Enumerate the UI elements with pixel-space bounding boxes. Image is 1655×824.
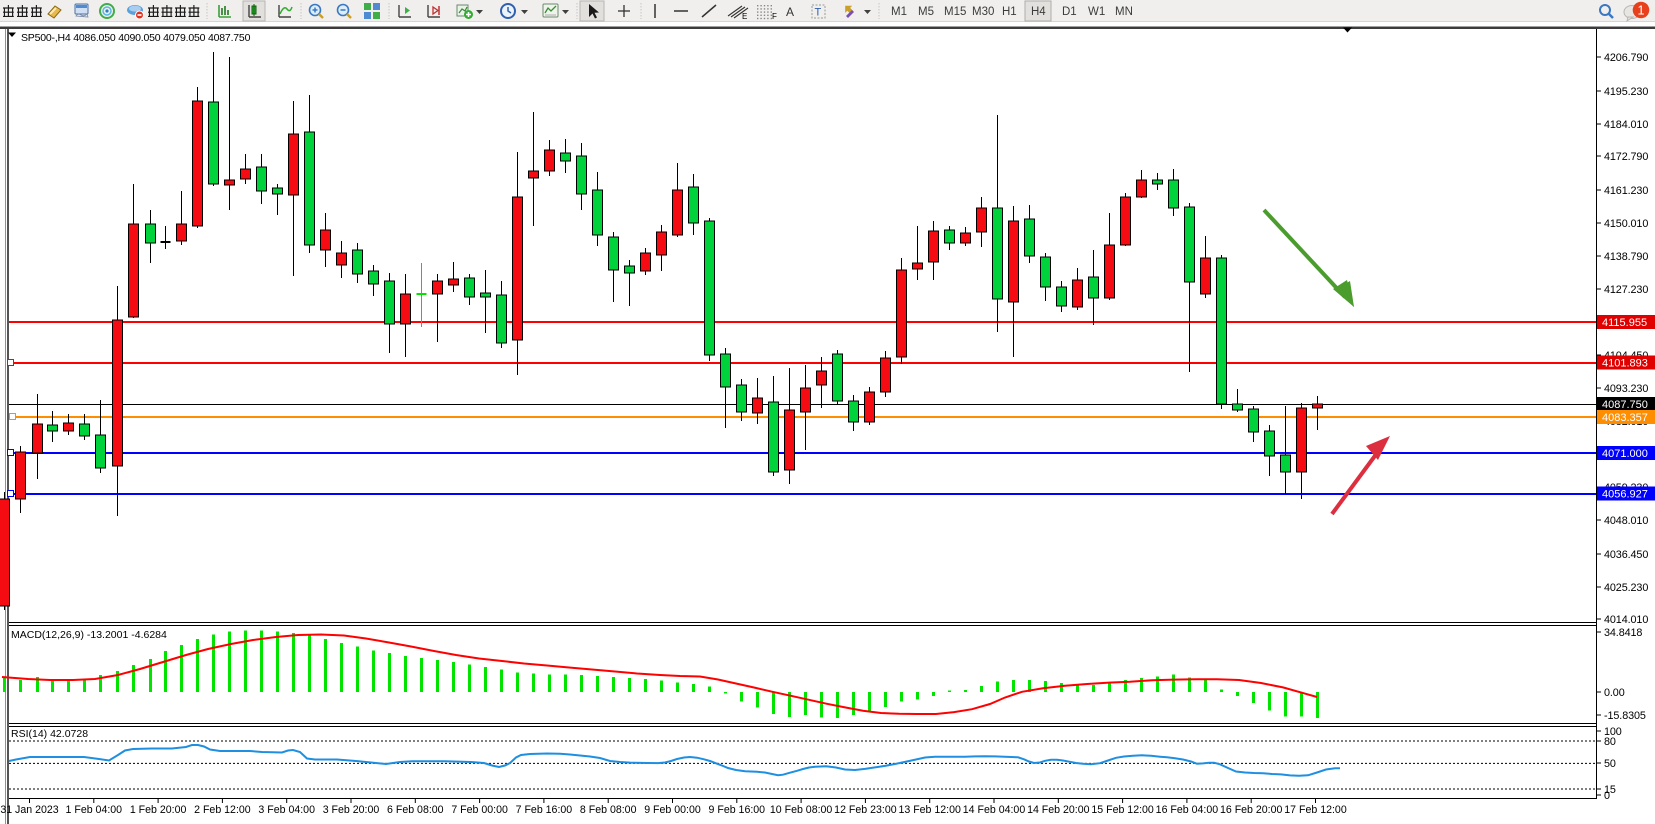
svg-text:12 Feb 23:00: 12 Feb 23:00 [834,804,897,816]
svg-text:4115.955: 4115.955 [1602,317,1647,329]
svg-text:4138.790: 4138.790 [1604,251,1648,263]
svg-text:4048.010: 4048.010 [1604,515,1648,527]
svg-text:2 Feb 12:00: 2 Feb 12:00 [194,804,251,816]
svg-text:RSI(14) 42.0728: RSI(14) 42.0728 [11,728,88,740]
svg-text:4025.230: 4025.230 [1604,582,1648,594]
svg-text:8 Feb 08:00: 8 Feb 08:00 [580,804,637,816]
svg-text:4036.450: 4036.450 [1604,549,1648,561]
svg-text:13 Feb 12:00: 13 Feb 12:00 [898,804,961,816]
svg-text:T: T [815,7,822,19]
svg-text:7 Feb 00:00: 7 Feb 00:00 [451,804,508,816]
svg-text:MN: MN [1115,6,1133,18]
svg-text:15 Feb 12:00: 15 Feb 12:00 [1091,804,1154,816]
svg-text:16 Feb 20:00: 16 Feb 20:00 [1220,804,1283,816]
svg-text:MACD(12,26,9) -13.2001 -4.6284: MACD(12,26,9) -13.2001 -4.6284 [11,629,167,641]
svg-text:4083.357: 4083.357 [1602,412,1648,424]
svg-text:D1: D1 [1062,6,1077,18]
svg-text:4014.010: 4014.010 [1604,614,1648,626]
svg-text:34.8418: 34.8418 [1604,627,1642,639]
svg-text:1 Feb 04:00: 1 Feb 04:00 [66,804,123,816]
svg-text:M1: M1 [891,6,907,18]
svg-text:W1: W1 [1088,6,1105,18]
svg-text:14 Feb 20:00: 14 Feb 20:00 [1027,804,1090,816]
svg-text:-15.8305: -15.8305 [1604,710,1646,722]
svg-text:50: 50 [1604,758,1616,770]
svg-text:9 Feb 16:00: 9 Feb 16:00 [709,804,766,816]
svg-text:4127.230: 4127.230 [1604,284,1648,296]
svg-text:0: 0 [1604,790,1610,802]
svg-text:14 Feb 04:00: 14 Feb 04:00 [963,804,1026,816]
svg-text:3 Feb 20:00: 3 Feb 20:00 [323,804,380,816]
svg-text:H4: H4 [1031,6,1046,18]
svg-text:4150.010: 4150.010 [1604,218,1648,230]
svg-text:4087.750: 4087.750 [1602,399,1648,411]
svg-text:6 Feb 08:00: 6 Feb 08:00 [387,804,444,816]
svg-text:80: 80 [1604,736,1616,748]
svg-text:16 Feb 04:00: 16 Feb 04:00 [1156,804,1219,816]
svg-text:17 Feb 12:00: 17 Feb 12:00 [1284,804,1347,816]
svg-text:M15: M15 [944,6,966,18]
svg-text:7 Feb 16:00: 7 Feb 16:00 [516,804,573,816]
svg-text:4093.230: 4093.230 [1604,383,1648,395]
svg-text:4161.230: 4161.230 [1604,185,1648,197]
svg-text:4184.010: 4184.010 [1604,119,1648,131]
svg-text:1 Feb 20:00: 1 Feb 20:00 [130,804,187,816]
svg-text:M5: M5 [918,6,934,18]
svg-text:100: 100 [1604,726,1622,738]
svg-text:9 Feb 00:00: 9 Feb 00:00 [644,804,701,816]
svg-text:3 Feb 04:00: 3 Feb 04:00 [258,804,315,816]
svg-text:1: 1 [1638,4,1645,18]
svg-text:F: F [772,12,777,21]
svg-text:4195.230: 4195.230 [1604,86,1648,98]
svg-text:4172.790: 4172.790 [1604,151,1648,163]
svg-text:E: E [742,12,747,21]
svg-text:4101.893: 4101.893 [1602,358,1648,370]
svg-text:A: A [786,5,794,19]
svg-text:15: 15 [1604,784,1616,796]
svg-text:SP500-,H4 4086.050 4090.050 4: SP500-,H4 4086.050 4090.050 4079.050 408… [21,32,251,44]
svg-text:31 Jan 2023: 31 Jan 2023 [0,804,58,816]
svg-text:0.00: 0.00 [1604,687,1625,699]
svg-text:M30: M30 [972,6,994,18]
svg-text:10 Feb 08:00: 10 Feb 08:00 [770,804,833,816]
svg-text:4056.927: 4056.927 [1602,489,1648,501]
svg-text:4206.790: 4206.790 [1604,52,1648,64]
svg-text:4071.000: 4071.000 [1602,448,1648,460]
svg-text:H1: H1 [1002,6,1017,18]
